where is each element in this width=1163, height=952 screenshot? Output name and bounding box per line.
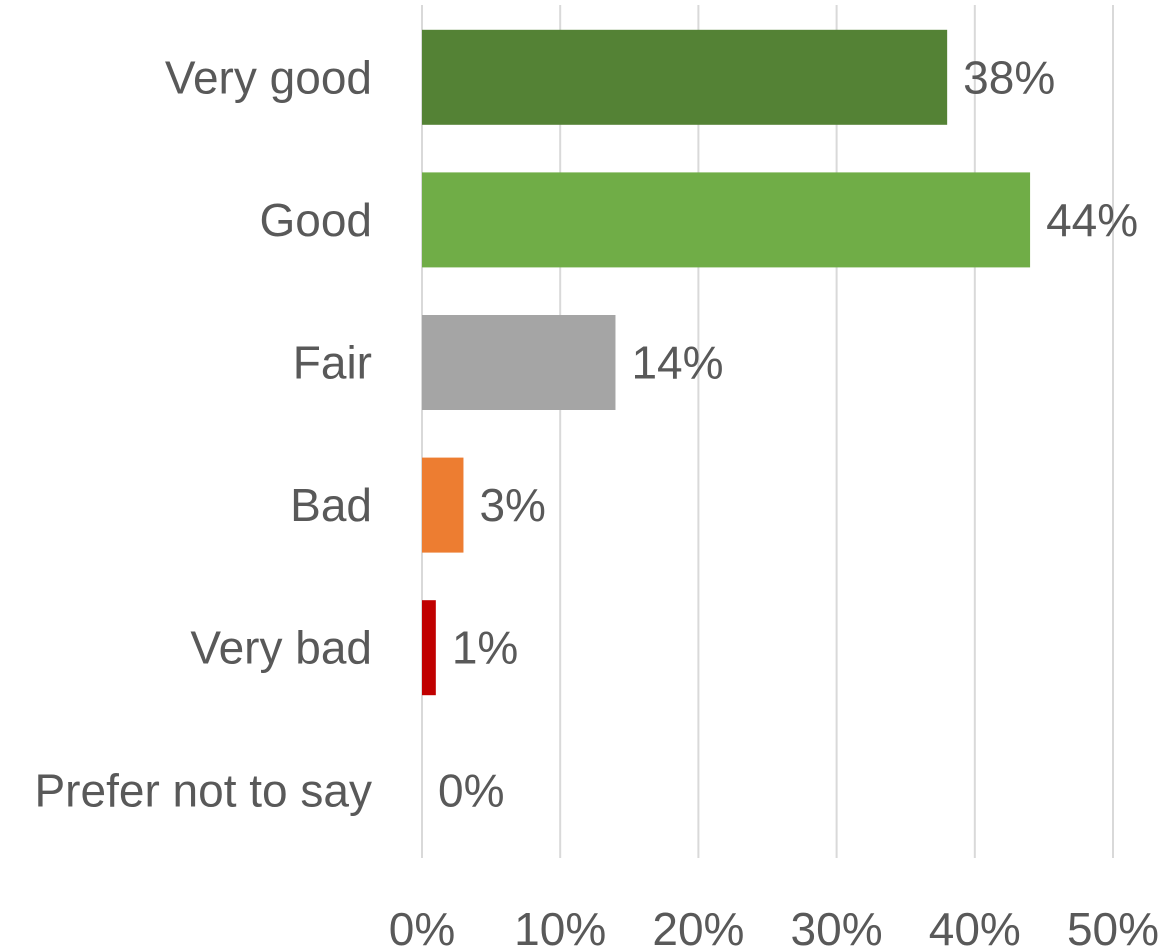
bars	[422, 29, 1031, 696]
x-tick-label: 50%	[1067, 903, 1159, 947]
x-tick-label: 30%	[791, 903, 883, 947]
data-label: 38%	[963, 51, 1055, 103]
bar	[422, 315, 616, 410]
data-label: 0%	[438, 764, 504, 816]
x-tick-label: 0%	[389, 903, 455, 947]
category-label: Very bad	[190, 622, 372, 674]
category-label: Prefer not to say	[35, 764, 373, 816]
category-labels: Very good Good Fair Bad Very bad Prefer not t…	[35, 51, 373, 816]
gridlines	[421, 5, 1114, 858]
x-tick-label: 10%	[514, 903, 606, 947]
bar	[422, 29, 948, 125]
bar	[422, 600, 436, 696]
bar	[422, 172, 1031, 268]
data-label: 1%	[452, 622, 518, 674]
category-label: Fair	[293, 337, 372, 389]
data-label: 3%	[479, 479, 545, 531]
bar	[422, 457, 464, 553]
data-label: 44%	[1046, 194, 1138, 246]
data-labels: 38% 44% 14% 3% 1% 0%	[438, 51, 1138, 816]
data-label: 14%	[631, 337, 723, 389]
category-label: Bad	[290, 479, 372, 531]
x-axis-tick-labels: 0% 10% 20% 30% 40% 50%	[389, 903, 1159, 952]
category-label: Very good	[165, 51, 372, 103]
x-tick-label: 40%	[929, 903, 1021, 947]
category-label: Good	[259, 194, 372, 246]
x-tick-label: 20%	[652, 903, 744, 947]
